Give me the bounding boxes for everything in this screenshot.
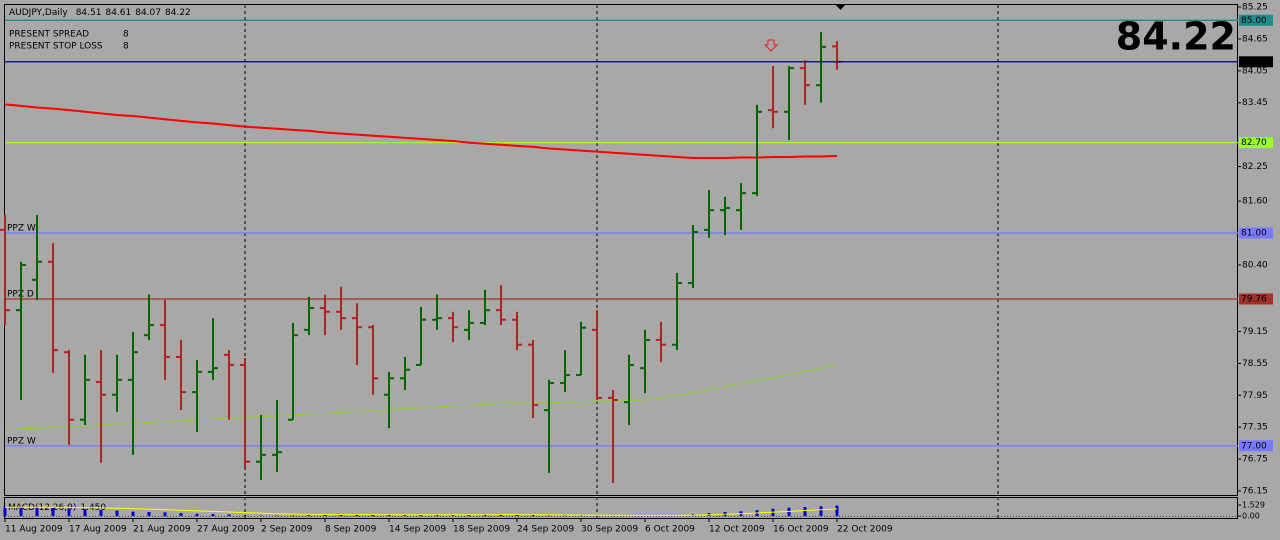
level-name: PPZ W — [7, 224, 36, 234]
macd-bar — [307, 515, 311, 516]
macd-bar — [435, 514, 439, 516]
macd-bar — [51, 507, 55, 516]
macd-bar — [515, 514, 519, 516]
level-label: 77.00 — [1241, 441, 1267, 451]
y-tick-label: 78.55 — [1242, 359, 1268, 369]
price-label: 84.22 — [1241, 57, 1267, 67]
info-label: PRESENT SPREAD — [9, 30, 89, 40]
level-label-box — [1239, 137, 1273, 149]
y-tick-label: 84.65 — [1242, 34, 1268, 44]
x-tick-label: 2 Sep 2009 — [261, 525, 313, 535]
x-tick-label: 18 Sep 2009 — [453, 525, 510, 535]
macd-bar — [227, 514, 231, 516]
level-label: 85.00 — [1241, 16, 1267, 26]
macd-bar — [819, 506, 823, 516]
moving-average — [4, 103, 838, 160]
info-value: 8 — [123, 42, 129, 52]
price-label-box — [1239, 56, 1273, 68]
x-tick-label: 22 Oct 2009 — [837, 525, 893, 535]
info-value: 8 — [123, 30, 129, 40]
macd-bar — [19, 507, 23, 516]
macd-bar — [131, 511, 135, 516]
level-label: 82.70 — [1241, 138, 1267, 148]
level-label-box — [1239, 440, 1273, 452]
macd-bar — [3, 506, 7, 516]
symbol: AUDJPY,Daily — [9, 8, 68, 18]
x-tick-label: 8 Sep 2009 — [325, 525, 377, 535]
y-tick-label: 85.25 — [1242, 3, 1268, 13]
x-tick-label: 6 Oct 2009 — [645, 525, 695, 535]
header-close: 84.22 — [165, 8, 191, 18]
y-tick-label: 84.05 — [1242, 66, 1268, 76]
macd-bar — [787, 507, 791, 516]
x-tick-label: 24 Sep 2009 — [517, 525, 574, 535]
y-tick-label: 79.15 — [1242, 327, 1268, 337]
level-label-box — [1239, 14, 1273, 26]
x-tick-label: 14 Sep 2009 — [389, 525, 446, 535]
macd-bar — [83, 509, 87, 516]
macd-bar — [211, 514, 215, 516]
header-open: 84.51 — [76, 8, 102, 18]
x-tick-label: 16 Oct 2009 — [773, 525, 829, 535]
y-tick-label: 80.40 — [1242, 260, 1268, 270]
macd-bar — [339, 514, 343, 516]
macd-tick-label: 1.529 — [1242, 500, 1265, 509]
current-price: 84.22 — [1116, 15, 1236, 59]
x-tick-label: 27 Aug 2009 — [197, 525, 255, 535]
macd-bar — [419, 514, 423, 516]
macd-bar — [803, 507, 807, 516]
macd-bar — [67, 508, 71, 516]
macd-bar — [115, 510, 119, 516]
macd-bar — [179, 513, 183, 516]
macd-bar — [147, 512, 151, 516]
signal-arrow — [763, 39, 779, 52]
info-label: PRESENT STOP LOSS — [9, 42, 103, 52]
macd-bar — [355, 514, 359, 516]
header: AUDJPY,Daily 84.51 84.61 84.07 84.22 — [9, 8, 191, 18]
macd-bar — [243, 515, 247, 516]
macd-bar — [835, 505, 839, 516]
macd-signal — [4, 506, 838, 517]
y-tick-label: 82.25 — [1242, 162, 1268, 172]
macd-bar — [451, 514, 455, 516]
y-tick-label: 77.95 — [1242, 391, 1268, 401]
moving-average — [4, 364, 838, 431]
plot — [0, 31, 842, 484]
macd-bar — [323, 514, 327, 516]
macd-bar — [499, 514, 503, 516]
level-name: PPZ W — [7, 436, 36, 446]
macd-bar — [371, 514, 375, 516]
macd-bar — [403, 514, 407, 516]
macd-bar — [387, 514, 391, 516]
y-tick-label: 76.75 — [1242, 455, 1268, 465]
y-tick-label: 76.15 — [1242, 487, 1268, 497]
level-label: 81.00 — [1241, 229, 1267, 239]
x-tick-label: 21 Aug 2009 — [133, 525, 191, 535]
level-label-box — [1239, 227, 1273, 239]
header-low: 84.07 — [135, 8, 161, 18]
shift-marker — [836, 5, 845, 10]
macd-bar — [195, 513, 199, 516]
macd-bar — [467, 514, 471, 516]
macd-bar — [35, 507, 39, 516]
y-tick-label: 77.35 — [1242, 423, 1268, 433]
level-label: 79.76 — [1241, 294, 1267, 304]
x-tick-label: 12 Oct 2009 — [709, 525, 765, 535]
x-tick-label: 30 Sep 2009 — [581, 525, 638, 535]
header-high: 84.61 — [105, 8, 131, 18]
x-tick-label: 11 Aug 2009 — [5, 525, 63, 535]
macd-bar — [163, 512, 167, 516]
macd-bar — [99, 509, 103, 516]
y-tick-label: 83.45 — [1242, 98, 1268, 108]
x-tick-label: 17 Aug 2009 — [69, 525, 127, 535]
y-tick-label: 81.60 — [1242, 197, 1268, 207]
macd-tick-label: 0.00 — [1242, 511, 1260, 520]
level-label-box — [1239, 293, 1273, 305]
macd-bar — [531, 514, 535, 516]
